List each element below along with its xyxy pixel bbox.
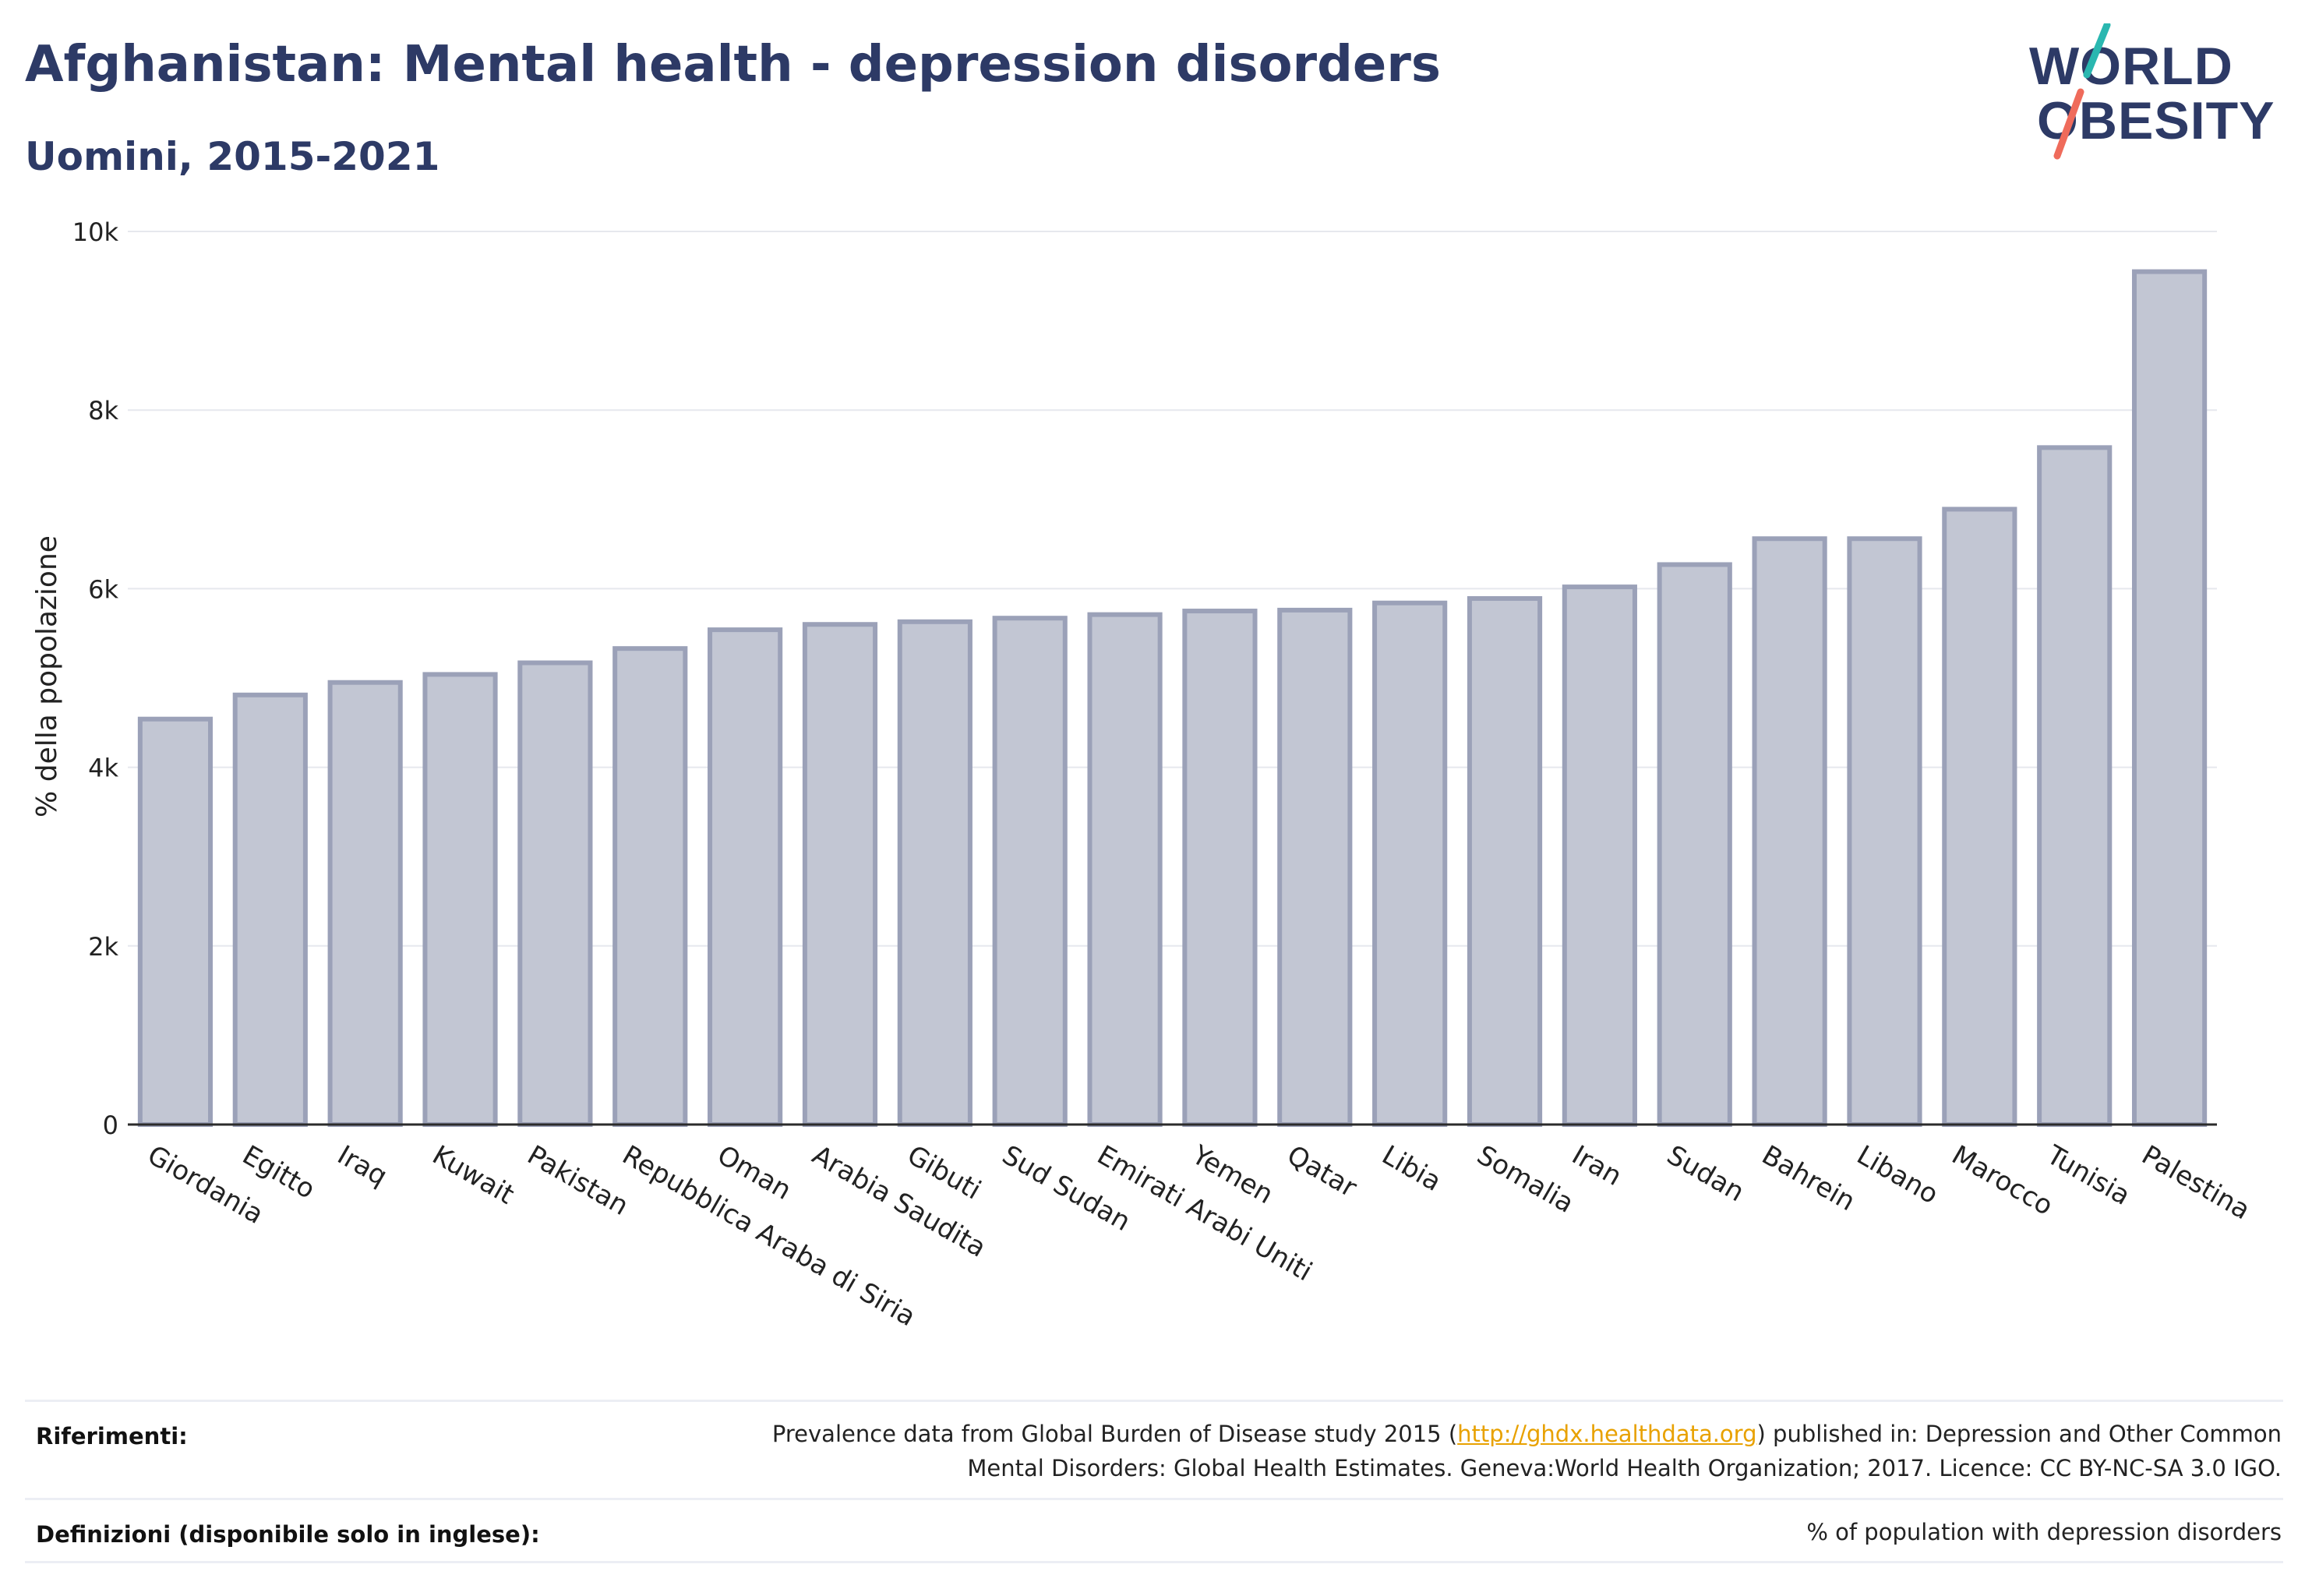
x-tick-label: Libia [1377,1139,1447,1198]
x-tick-label: Marocco [1947,1139,2058,1222]
x-tick-label: Pakistan [522,1139,634,1222]
x-tick-label: Somalia [1472,1139,1580,1220]
bar[interactable] [612,646,688,1127]
bar[interactable] [1847,536,1922,1127]
y-tick-label: 2k [88,932,118,962]
bar[interactable] [422,672,498,1127]
x-tick-label: Iran [1566,1139,1626,1192]
bar[interactable] [1372,600,1448,1127]
chart-subtitle: Uomini, 2015-2021 [25,134,440,179]
bar[interactable] [1277,607,1353,1127]
definitions-label: Definizioni (disponibile solo in inglese… [36,1521,540,1548]
x-tick-label: Palestina [2137,1139,2256,1226]
y-tick-label: 6k [88,574,118,604]
bar[interactable] [2037,445,2113,1127]
references-text-pre: Prevalence data from Global Burden of Di… [771,1421,1458,1447]
bar[interactable] [1182,609,1258,1127]
y-axis-label: % della popolazione [31,535,63,817]
x-tick-label: Bahrein [1756,1139,1860,1217]
bar[interactable] [327,680,403,1127]
world-obesity-logo: WORLD OBESITY [2029,23,2275,160]
bar[interactable] [1467,596,1543,1127]
references-link[interactable]: http://ghdx.healthdata.org [1457,1421,1757,1447]
footer-divider-bottom [25,1561,2283,1563]
bar[interactable] [137,716,214,1127]
bar[interactable] [992,616,1068,1127]
bar[interactable] [2131,269,2208,1128]
y-tick-label: 10k [72,217,119,247]
footer-divider-top [25,1400,2283,1402]
logo-slash-coral [2053,88,2084,160]
logo-word-world: WORLD [2029,37,2233,96]
definitions-text: % of population with depression disorder… [1806,1519,2282,1545]
bar[interactable] [517,660,593,1127]
chart-title: Afghanistan: Mental health - depression … [25,36,1441,94]
references-text-line2: Mental Disorders: Global Health Estimate… [967,1455,2282,1481]
x-tick-label: Libano [1851,1139,1943,1210]
x-tick-label: Iraq [332,1139,393,1192]
bar[interactable] [1087,612,1163,1127]
references-label: Riferimenti: [36,1423,188,1449]
footer-divider-middle [25,1498,2283,1500]
y-tick-label: 4k [88,754,118,783]
y-tick-label: 0 [103,1110,118,1140]
y-tick-labels: 0 2k 4k 6k 8k 10k [72,217,119,1140]
x-tick-label: Sudan [1661,1139,1749,1208]
bar[interactable] [897,619,972,1127]
x-tick-label: Kuwait [427,1139,519,1210]
x-tick-label: Qatar [1282,1139,1362,1204]
bars [137,269,2208,1128]
references-text-post: ) published in: Depression and Other Com… [1756,1421,2282,1447]
bar[interactable] [708,627,783,1127]
bar[interactable] [1942,507,2017,1127]
logo-slash-teal [2083,23,2111,79]
bar[interactable] [1562,584,1637,1127]
bar[interactable] [1657,562,1732,1127]
bar[interactable] [802,622,878,1127]
x-tick-label: Tunisia [2041,1139,2135,1212]
bar[interactable] [1752,536,1827,1127]
y-tick-label: 8k [88,396,118,425]
references-text: Prevalence data from Global Burden of Di… [772,1417,2282,1485]
bar[interactable] [232,692,308,1127]
